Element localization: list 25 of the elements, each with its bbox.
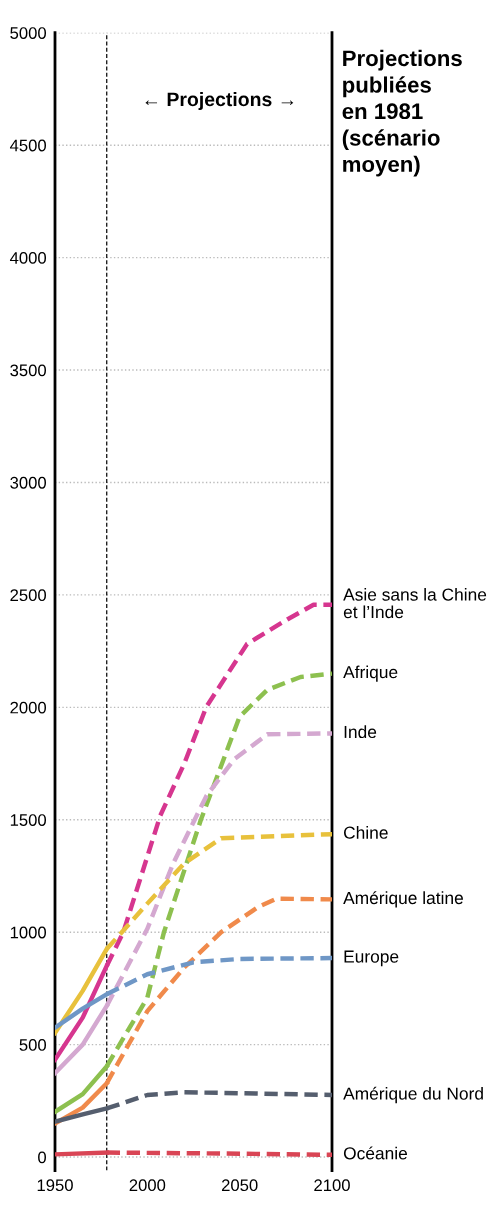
series-label: Afrique <box>343 665 398 682</box>
y-tick-label: 0 <box>38 1151 47 1164</box>
text: Projections publiées en 1981 (scénario moyen) <box>342 49 462 177</box>
y-tick-label: 5000 <box>10 27 47 39</box>
y-tick-label: 4500 <box>9 139 47 152</box>
y-tick-label: 1000 <box>10 926 47 939</box>
x-tick-label: 2100 <box>314 1179 350 1192</box>
y-tick-label: 2000 <box>10 701 47 714</box>
y-tick-label: 4000 <box>9 252 47 264</box>
series-label: Chine <box>343 826 388 839</box>
series-label: Amérique du Nord <box>343 1086 483 1104</box>
series-label: Europe <box>344 950 399 967</box>
annotation: ← Projections → <box>145 91 294 111</box>
x-tick-label: 2000 <box>129 1179 166 1192</box>
y-tick-label: 1500 <box>10 814 47 826</box>
y-tick-label: 2500 <box>10 589 47 602</box>
series-label: Océanie <box>343 1146 407 1160</box>
series-label: Inde <box>344 725 377 739</box>
y-tick-label: 3000 <box>10 476 47 489</box>
series-label: Amérique latine <box>343 891 463 908</box>
x-tick-label: 2050 <box>221 1179 258 1192</box>
y-tick-label: 500 <box>19 1039 47 1051</box>
series-label: Asie sans la Chine et l’Inde <box>343 587 487 619</box>
x-tick-label: 1950 <box>37 1179 73 1192</box>
y-tick-label: 3500 <box>10 364 47 377</box>
